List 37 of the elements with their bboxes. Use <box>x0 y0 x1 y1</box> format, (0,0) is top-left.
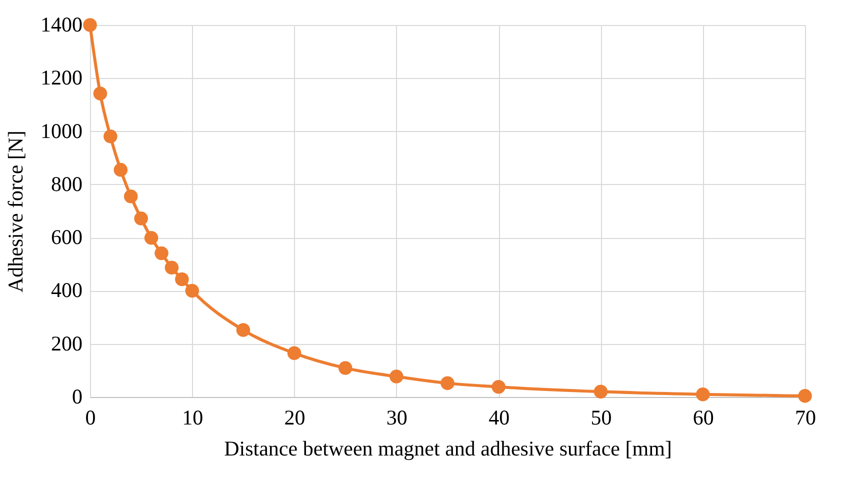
y-tick-label: 400 <box>51 278 82 302</box>
point <box>236 323 250 337</box>
point <box>114 162 128 177</box>
point <box>696 387 710 402</box>
y-axis-title: Adhesive force [N] <box>4 130 28 293</box>
x-tick-label: 20 <box>284 406 306 430</box>
point <box>594 384 608 399</box>
y-tick-label: 600 <box>51 225 82 250</box>
point <box>492 380 506 394</box>
point <box>185 284 200 298</box>
point <box>144 230 158 245</box>
point <box>93 86 108 100</box>
x-tick-label: 50 <box>590 406 612 430</box>
point <box>175 272 189 286</box>
x-tick-label: 30 <box>386 406 408 430</box>
y-tick-label: 1200 <box>40 66 82 90</box>
x-axis-title: Distance between magnet and adhesive surface [mm] <box>224 436 672 460</box>
point <box>390 370 404 384</box>
y-tick-label: 200 <box>51 331 82 356</box>
point <box>338 361 352 375</box>
y-tick-label: 0 <box>72 384 82 408</box>
y-tick-label: 800 <box>51 172 82 196</box>
x-tick-label: 60 <box>692 406 714 430</box>
y-tick-label: 1000 <box>40 118 82 143</box>
point <box>83 18 97 32</box>
point <box>164 260 179 274</box>
point <box>798 389 812 403</box>
point <box>287 346 302 360</box>
point <box>154 246 168 260</box>
x-tick-label: 10 <box>182 406 204 430</box>
point <box>134 212 148 226</box>
point <box>124 190 138 204</box>
y-tick-label: 1400 <box>40 12 82 36</box>
x-tick-label: 70 <box>795 406 816 430</box>
point <box>104 129 118 144</box>
x-tick-label: 40 <box>488 406 510 430</box>
point <box>440 376 454 390</box>
